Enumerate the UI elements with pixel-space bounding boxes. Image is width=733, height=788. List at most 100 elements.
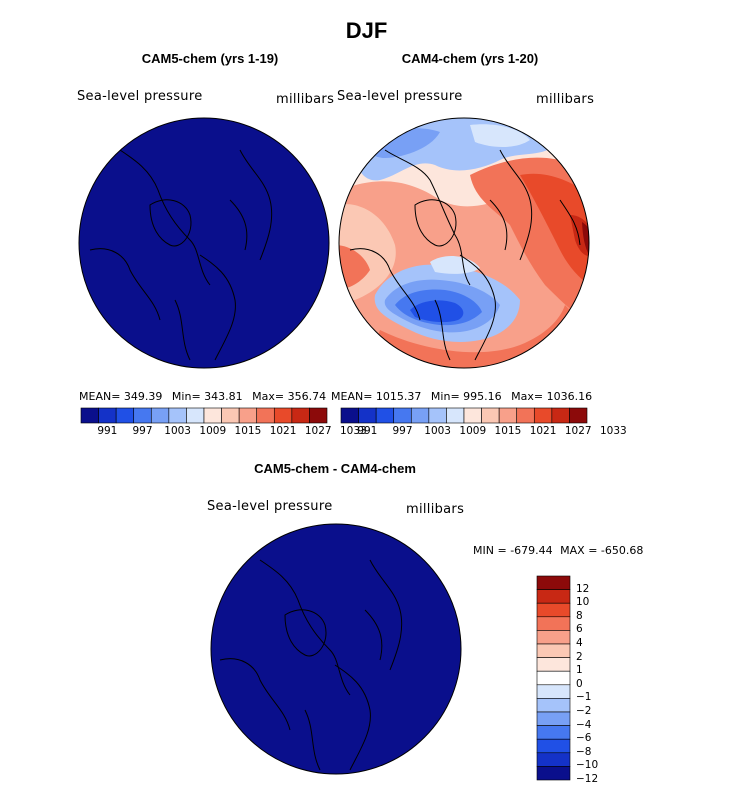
left-colorbar-tick-label: 997 xyxy=(132,425,153,437)
diff-colorbar-swatch xyxy=(536,670,571,686)
left-colorbar-swatch xyxy=(238,407,258,424)
right-colorbar-tick-label: 1009 xyxy=(459,425,487,437)
diff-min-value: -679.44 xyxy=(510,544,553,557)
left-colorbar-tick-label: 1009 xyxy=(199,425,227,437)
left-colorbar-tick-label: 1003 xyxy=(164,425,191,437)
right-variable-label: Sea-level pressure xyxy=(337,89,463,104)
left-panel-title: CAM5-chem (yrs 1-19) xyxy=(141,51,279,66)
diff-colorbar-tick-label: 4 xyxy=(576,637,583,649)
right-colorbar-tick-label: 997 xyxy=(392,425,413,437)
right-colorbar-swatch xyxy=(410,407,430,424)
left-colorbar-swatch xyxy=(98,407,117,424)
diff-min-label: MIN = xyxy=(473,544,507,557)
diff-colorbar-tick-label: 10 xyxy=(576,596,590,609)
right-colorbar-swatch xyxy=(375,407,395,424)
diff-colorbar-swatch xyxy=(536,738,571,754)
right-colorbar-swatch xyxy=(533,407,553,424)
diff-colorbar xyxy=(536,575,571,781)
diff-colorbar-tick-label: 12 xyxy=(576,582,590,595)
diff-colorbar-swatch xyxy=(536,575,571,590)
right-min-value: 995.16 xyxy=(463,390,502,403)
left-colorbar-tick-label: 1015 xyxy=(234,425,262,437)
right-colorbar-swatch xyxy=(428,407,447,424)
left-colorbar-tick-label: 1021 xyxy=(269,425,297,437)
left-colorbar-swatch xyxy=(168,407,187,424)
left-max-label: Max= xyxy=(252,390,285,403)
diff-colorbar-tick-label: −4 xyxy=(576,718,592,731)
diff-map-disc xyxy=(210,523,462,775)
right-max-label: Max= xyxy=(511,390,544,403)
left-colorbar-swatch xyxy=(273,407,293,424)
left-colorbar xyxy=(80,407,328,424)
diff-colorbar-swatch xyxy=(536,657,571,672)
right-colorbar-tick-label: 1003 xyxy=(424,425,451,437)
left-colorbar-tick-label: 1027 xyxy=(304,425,332,437)
diff-colorbar-tick-label: 6 xyxy=(576,623,583,636)
right-colorbar-swatch xyxy=(481,407,500,424)
diff-max-value: -650.68 xyxy=(600,544,644,557)
right-colorbar-tick-label: 1027 xyxy=(564,425,592,437)
right-colorbar-swatch xyxy=(358,407,377,424)
diff-colorbar-tick-label: 8 xyxy=(576,609,583,622)
left-variable-label: Sea-level pressure xyxy=(77,89,203,104)
left-max-value: 356.74 xyxy=(287,390,327,403)
left-stats: MEAN= 349.39 Min= 343.81 Max= 356.74 xyxy=(79,390,326,403)
right-coastlines xyxy=(349,149,581,361)
diff-colorbar-swatch xyxy=(536,766,571,781)
right-colorbar-swatch xyxy=(516,407,535,424)
left-map xyxy=(78,117,330,369)
right-max-value: 1036.16 xyxy=(546,390,593,403)
left-colorbar-swatch xyxy=(133,407,152,424)
diff-colorbar-swatch xyxy=(536,589,571,604)
right-colorbar-tick-label: 1033 xyxy=(599,425,627,437)
right-units-label: millibars xyxy=(536,92,595,107)
left-colorbar-swatch xyxy=(221,407,240,424)
diff-colorbar-swatch xyxy=(536,602,571,618)
main-title: DJF xyxy=(345,18,388,43)
right-colorbar-swatch xyxy=(498,407,518,424)
diff-colorbar-swatch xyxy=(536,711,571,726)
right-colorbar-tick-label: 1021 xyxy=(529,425,557,437)
diff-colorbar-swatch xyxy=(536,684,571,699)
right-colorbar-tick-label: 1015 xyxy=(494,425,522,437)
right-colorbar xyxy=(340,407,588,424)
left-colorbar-swatch xyxy=(256,407,275,424)
left-colorbar-tick-label: 991 xyxy=(97,425,118,437)
right-mean-label: MEAN= xyxy=(331,390,373,403)
left-mean-value: 349.39 xyxy=(123,390,163,403)
diff-max-label: MAX = xyxy=(560,544,598,557)
left-colorbar-swatch xyxy=(309,407,328,424)
diff-colorbar-tick-label: −12 xyxy=(576,773,599,785)
right-min-label: Min= xyxy=(430,390,460,403)
diff-coastlines xyxy=(219,559,403,771)
diff-colorbar-tick-label: −6 xyxy=(576,732,592,745)
diff-colorbar-tick-label: 2 xyxy=(576,650,583,663)
left-colorbar-swatch xyxy=(80,407,99,424)
left-colorbar-swatch xyxy=(186,407,205,424)
diff-colorbar-tick-label: −1 xyxy=(576,691,592,704)
right-colorbar-swatch xyxy=(551,407,570,424)
diff-colorbar-swatch xyxy=(536,698,571,713)
right-colorbar-swatch xyxy=(340,407,359,424)
diff-colorbar-swatch xyxy=(536,630,571,645)
left-coastlines xyxy=(89,149,273,361)
right-panel-title: CAM4-chem (yrs 1-20) xyxy=(401,51,539,66)
left-colorbar-swatch xyxy=(150,407,170,424)
diff-colorbar-swatch xyxy=(536,616,571,631)
left-units-label: millibars xyxy=(276,92,335,107)
right-colorbar-tick-label: 991 xyxy=(357,425,378,437)
right-map xyxy=(338,117,590,369)
right-colorbar-swatch xyxy=(393,407,412,424)
right-mean-value: 1015.37 xyxy=(375,390,422,403)
diff-colorbar-swatch xyxy=(536,752,571,767)
diff-colorbar-tick-label: −2 xyxy=(576,705,592,717)
diff-colorbar-tick-label: −8 xyxy=(576,745,592,758)
left-colorbar-swatch xyxy=(115,407,135,424)
diff-map xyxy=(210,523,462,775)
diff-panel-title: CAM5-chem - CAM4-chem xyxy=(254,461,416,476)
diff-units-label: millibars xyxy=(406,502,465,517)
left-colorbar-swatch xyxy=(203,407,222,424)
diff-colorbar-tick-label: 1 xyxy=(576,664,583,677)
right-stats: MEAN= 1015.37 Min= 995.16 Max= 1036.16 xyxy=(331,390,592,403)
